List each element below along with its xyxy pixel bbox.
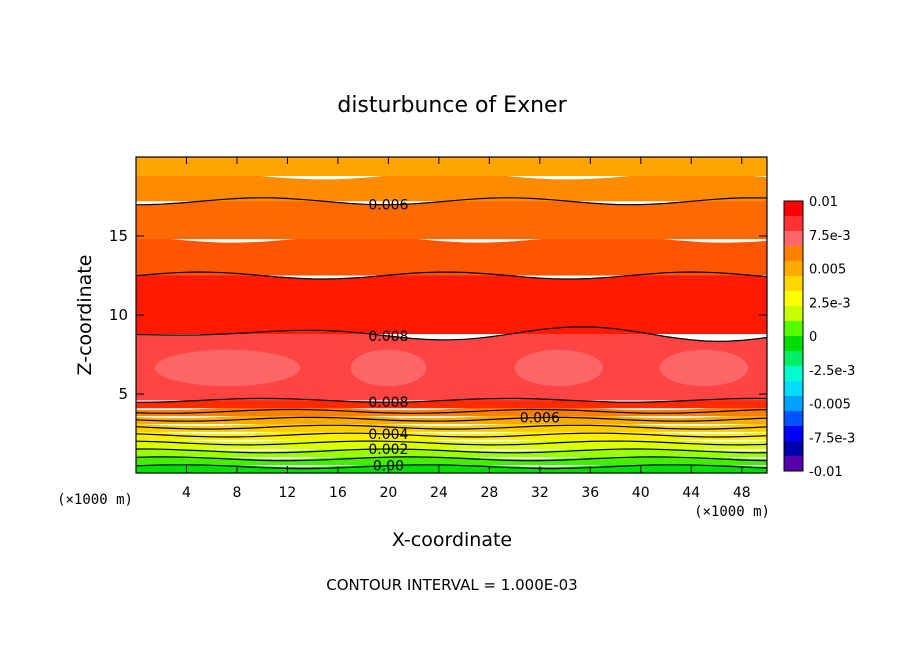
colorbar-tick-label: 2.5e-3 <box>809 296 851 311</box>
x-tick-label: 32 <box>531 485 549 501</box>
contour-band <box>136 326 767 401</box>
colorbar-tick-label: -0.01 <box>809 465 843 480</box>
contour-label: 0.006 <box>520 411 560 427</box>
colorbar-tick-label: -0.005 <box>809 398 851 413</box>
contour-line <box>136 448 768 454</box>
max-region <box>154 349 301 387</box>
contour-line <box>135 197 768 206</box>
contour-line <box>135 456 768 462</box>
x-unit-label-left: (×1000 m) <box>57 492 133 508</box>
contour-band <box>136 172 767 202</box>
contour-line <box>135 432 768 438</box>
x-tick-label: 16 <box>329 485 347 501</box>
x-axis-label: X-coordinate <box>392 529 512 551</box>
contour-band <box>136 272 767 334</box>
colorbar-swatch <box>784 321 803 337</box>
contour-line <box>135 326 768 342</box>
contour-band <box>136 463 767 473</box>
x-tick-label: 44 <box>682 485 700 501</box>
contour-band <box>136 414 767 425</box>
contour-line <box>135 464 768 470</box>
colorbar-tick-label: -7.5e-3 <box>809 431 855 446</box>
colorbar-swatch <box>784 291 803 307</box>
colorbar-swatch <box>784 426 803 442</box>
x-tick-label: 12 <box>279 485 297 501</box>
contour-label: 0.004 <box>368 427 408 443</box>
contour-lines <box>135 197 768 470</box>
max-region <box>514 349 603 387</box>
max-region <box>350 349 427 387</box>
contour-label: 0.008 <box>368 329 408 345</box>
y-tick-label: 5 <box>118 385 128 403</box>
x-tick-label: 8 <box>232 485 241 501</box>
colorbar-swatch <box>784 336 803 352</box>
x-tick-label: 36 <box>581 485 599 501</box>
x-unit-label-right: (×1000 m) <box>694 504 770 520</box>
colorbar-swatch <box>784 366 803 382</box>
contour-line <box>136 397 768 403</box>
colorbar: 0.01 7.5e-3 0.005 2.5e-3 0 -2.5e-3 -0.005 -7.5e… <box>783 195 855 480</box>
colorbar-swatch <box>784 276 803 292</box>
x-tick-label: 4 <box>182 485 191 501</box>
x-tick-label: 24 <box>430 485 448 501</box>
contour-label: 0.006 <box>368 198 408 214</box>
contour-line <box>135 271 768 280</box>
max-region <box>659 349 749 387</box>
contour-band <box>136 430 767 440</box>
colorbar-swatch <box>784 396 803 412</box>
colorbar-swatch <box>784 351 803 367</box>
colorbar-swatch <box>784 201 803 217</box>
x-axis-ticks: 4 8 12 16 20 24 28 32 36 40 44 48 <box>182 157 751 501</box>
x-tick-label: 28 <box>480 485 498 501</box>
y-tick-label: 10 <box>109 306 128 324</box>
colorbar-swatch <box>784 216 803 232</box>
chart-title: disturbunce of Exner <box>337 93 567 118</box>
contour-band <box>136 157 767 176</box>
contour-line <box>135 440 768 446</box>
contour-line <box>135 408 768 414</box>
contour-band <box>136 197 767 240</box>
x-tick-label: 20 <box>379 485 397 501</box>
contour-interval-footer: CONTOUR INTERVAL = 1.000E-03 <box>326 576 577 594</box>
colorbar-swatch <box>784 246 803 262</box>
x-tick-label: 48 <box>733 485 751 501</box>
colorbar-swatch <box>784 456 803 472</box>
colorbar-swatch <box>784 306 803 322</box>
colorbar-swatch <box>784 261 803 277</box>
colorbar-swatch <box>784 231 803 247</box>
y-axis-ticks: 5 10 15 <box>109 227 767 403</box>
contour-label: 0.008 <box>368 395 408 411</box>
colorbar-swatch <box>784 411 803 427</box>
y-tick-label: 15 <box>109 227 128 245</box>
contour-band <box>136 422 767 432</box>
colorbar-tick-label: 0.01 <box>809 195 838 210</box>
contour-band <box>136 406 767 417</box>
colorbar-frame <box>783 200 804 472</box>
colorbar-tick-label: 0.005 <box>809 263 846 278</box>
colorbar-tick-label: -2.5e-3 <box>809 364 855 379</box>
contour-band <box>136 398 767 409</box>
contour-label: 0.002 <box>368 442 408 458</box>
colorbar-swatch <box>784 441 803 457</box>
colorbar-tick-label: 7.5e-3 <box>809 229 851 244</box>
contour-band <box>136 235 767 276</box>
x-tick-label: 40 <box>632 485 650 501</box>
colorbar-swatch <box>784 381 803 397</box>
y-axis-label: Z-coordinate <box>74 255 96 376</box>
contour-line <box>135 416 768 422</box>
contour-field <box>136 157 767 473</box>
contour-line <box>135 424 768 430</box>
colorbar-tick-label: 0 <box>809 330 817 345</box>
